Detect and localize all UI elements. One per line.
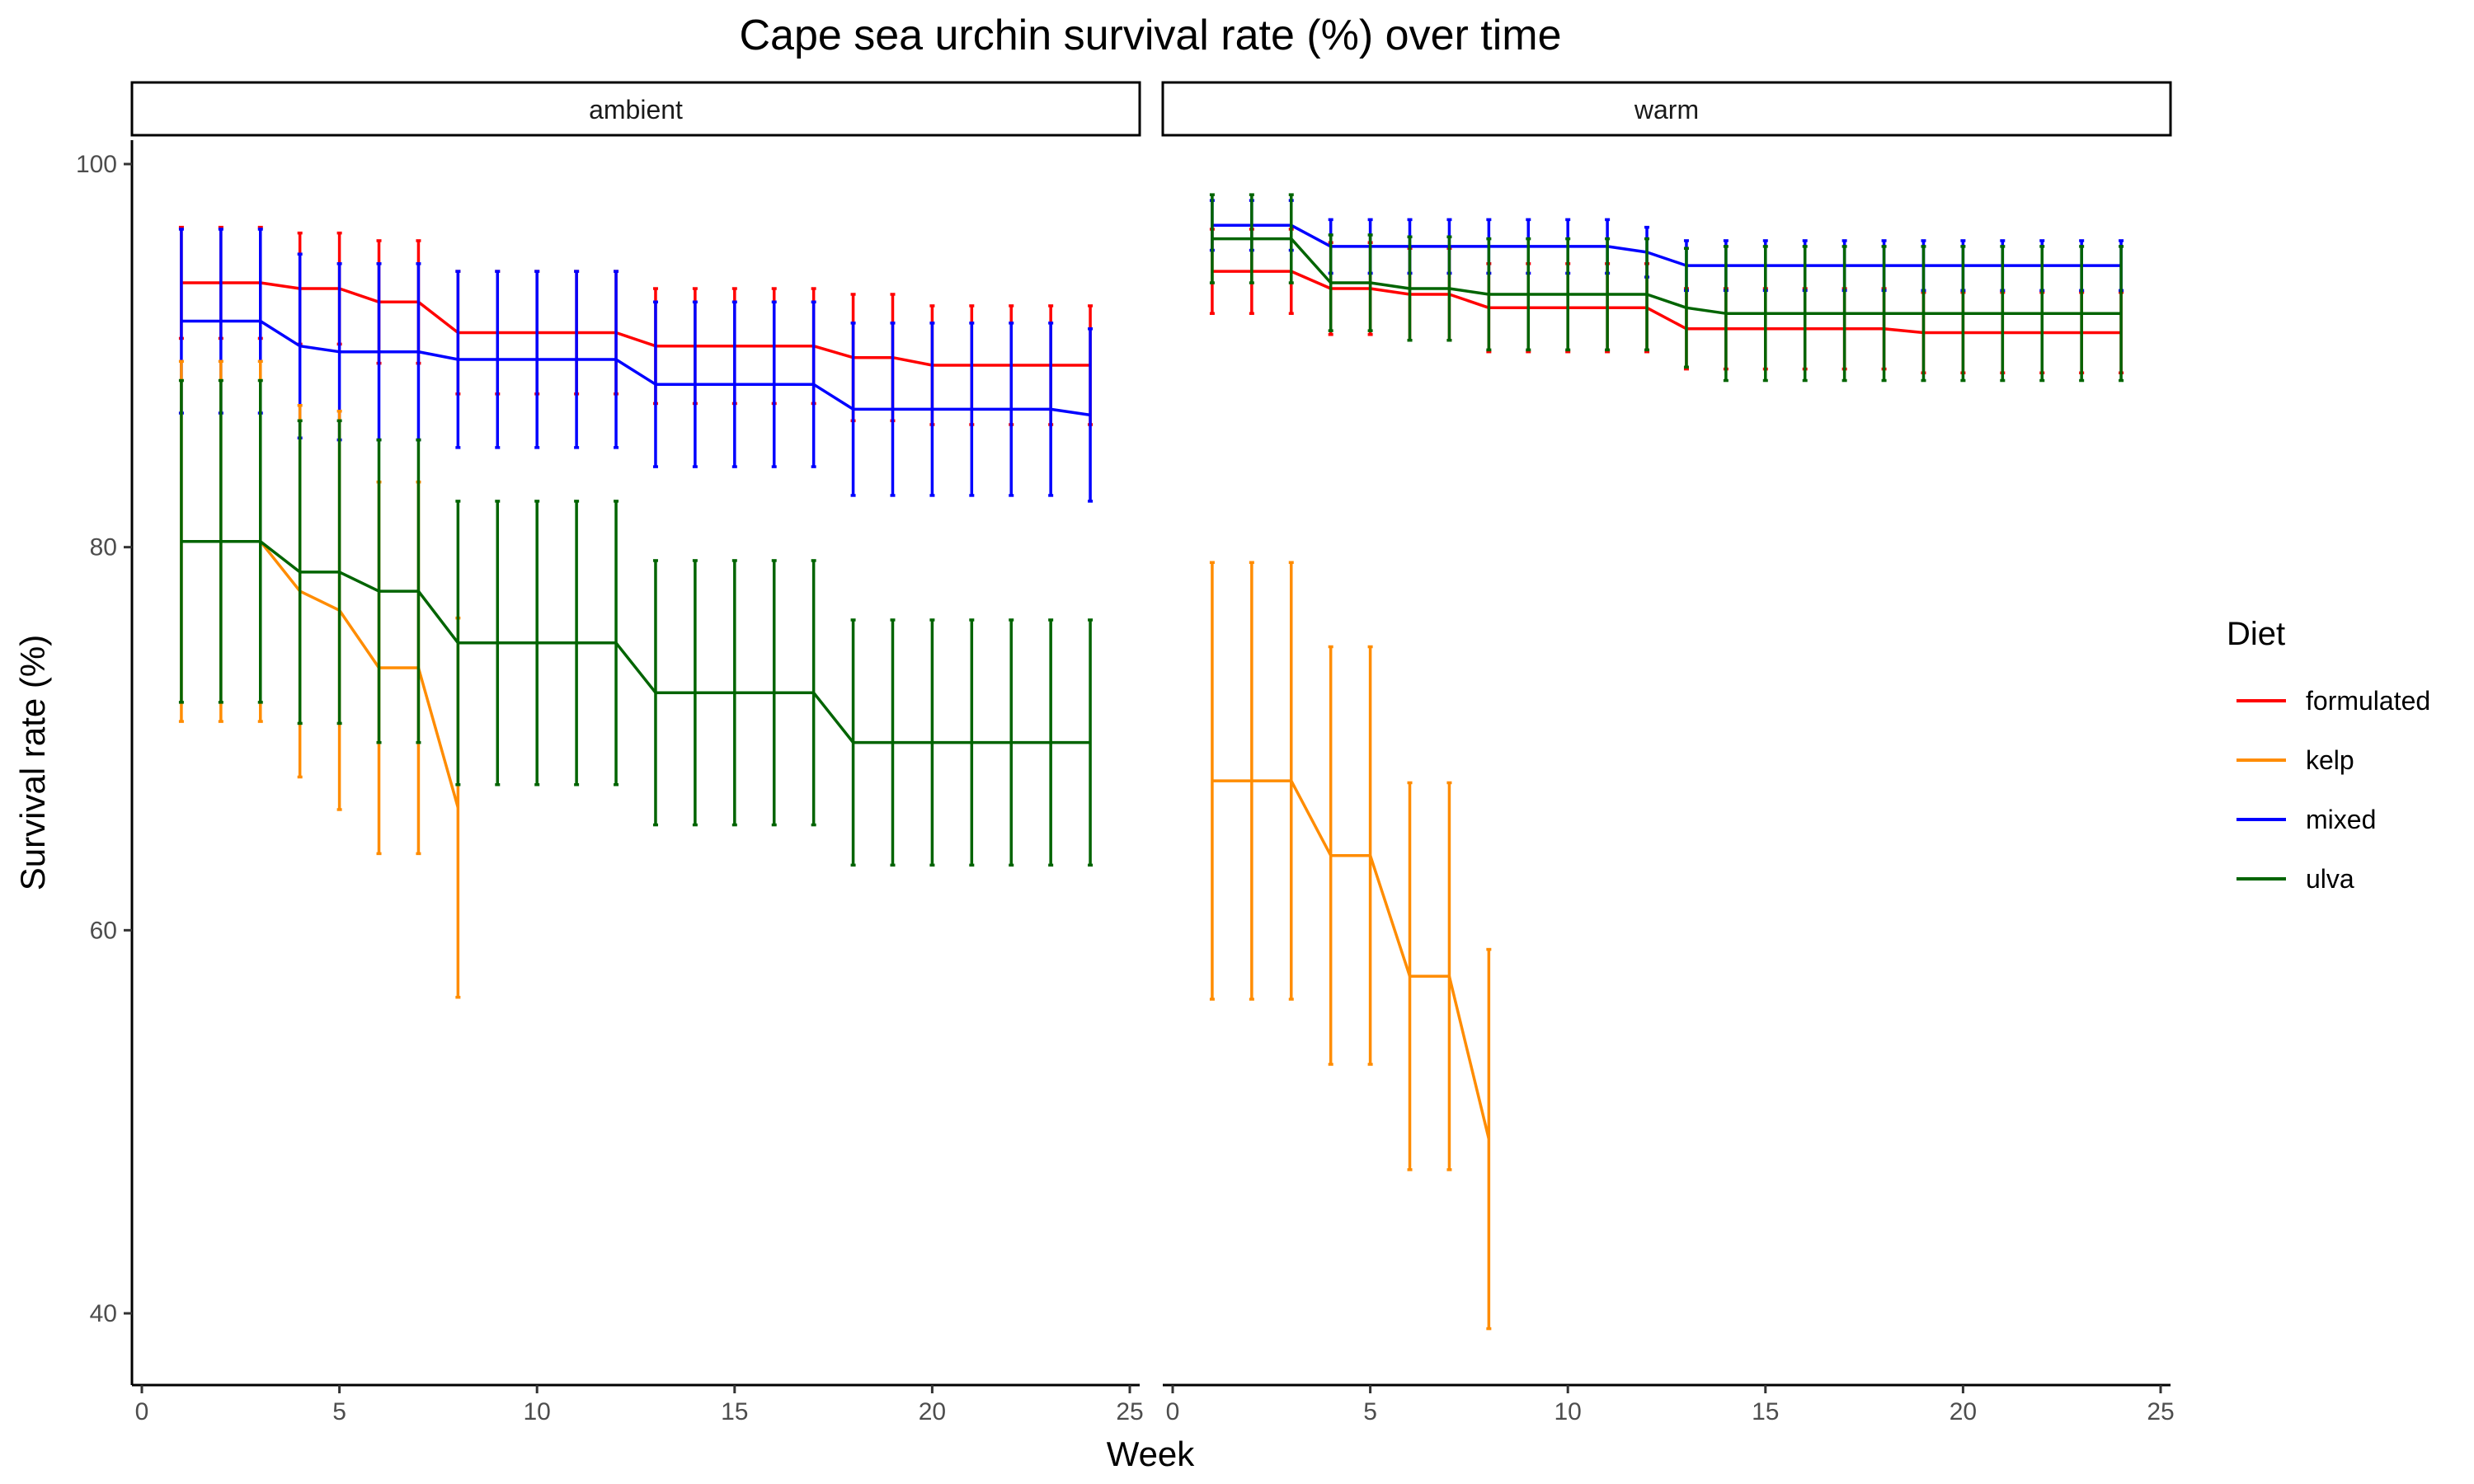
legend-label-kelp: kelp [2306,745,2354,775]
x-tick-label: 25 [2147,1398,2174,1425]
facet-strip-ambient [130,81,1141,137]
series-line-formulated [181,281,1091,367]
y-tick-label: 40 [90,1300,117,1327]
x-tick-label: 5 [332,1398,346,1425]
series-line-ulva [1211,237,2122,315]
x-tick-label: 20 [919,1398,946,1425]
facet-label-ambient: ambient [589,95,683,124]
chart-title: Cape sea urchin survival rate (%) over t… [739,12,1561,59]
panel-warm [1209,193,2124,1331]
series-line-ulva [181,539,1091,744]
legend-label-formulated: formulated [2306,686,2430,716]
x-tick-label: 25 [1116,1398,1143,1425]
x-tick-label: 15 [721,1398,748,1425]
y-axis-title: Survival rate (%) [13,635,52,890]
legend: Diet formulated kelp mixed ulva [2227,616,2430,894]
legend-label-mixed: mixed [2306,805,2376,834]
facet-label-warm: warm [1634,95,1699,124]
x-axis-ticks: 0 5 10 15 20 25 0 5 10 15 20 25 [135,1385,2175,1425]
x-tick-label: 20 [1950,1398,1977,1425]
x-tick-label: 5 [1363,1398,1377,1425]
x-axis-title: Week [1107,1435,1196,1473]
series-line-kelp [1211,779,1491,1140]
x-tick-label: 10 [1554,1398,1582,1425]
legend-title: Diet [2227,616,2285,652]
facet-strip-warm [1161,81,2172,137]
y-tick-label: 80 [90,534,117,561]
y-tick-label: 100 [76,151,117,178]
series-line-mixed [1211,223,2122,267]
series-line-formulated [1211,270,2122,335]
x-tick-label: 0 [135,1398,149,1425]
x-tick-label: 15 [1752,1398,1779,1425]
x-tick-label: 0 [1166,1398,1180,1425]
series-line-mixed [181,319,1091,417]
legend-label-ulva: ulva [2306,864,2354,894]
panel-ambient [178,225,1094,999]
x-tick-label: 10 [524,1398,551,1425]
y-axis-ticks: 40 60 80 100 [76,151,132,1327]
y-tick-label: 60 [90,917,117,944]
